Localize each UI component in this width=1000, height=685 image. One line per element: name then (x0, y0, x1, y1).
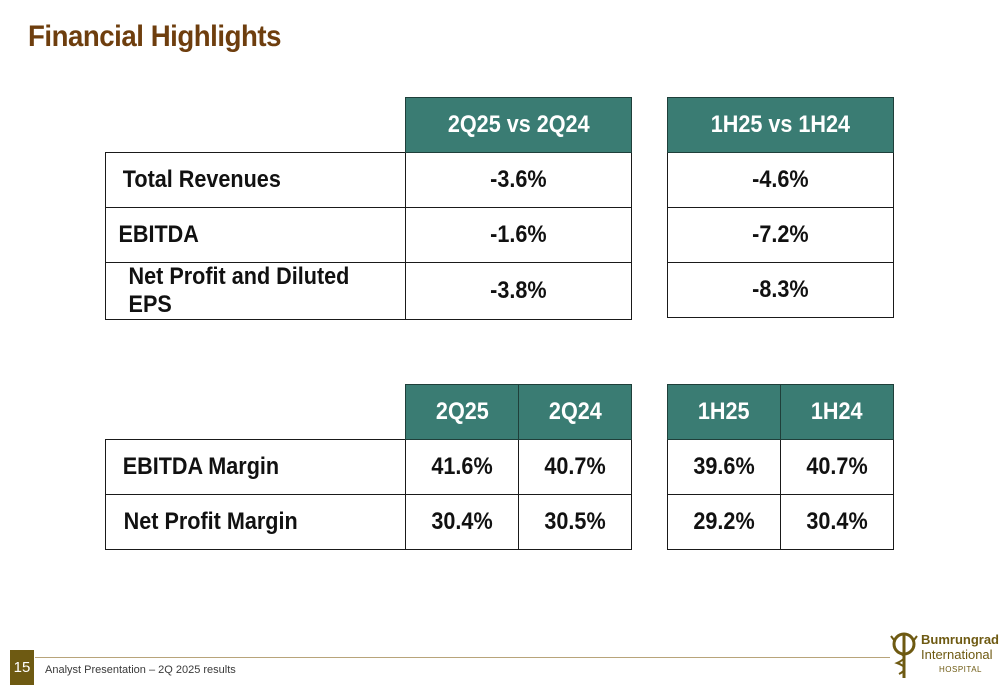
header-row: 2Q25 2Q24 (106, 384, 632, 440)
logo-text: HOSPITAL (939, 665, 982, 674)
table-row: EBITDA -1.6% (105, 207, 632, 263)
value-cell: 29.2% (667, 494, 781, 550)
footer-caption: Analyst Presentation – 2Q 2025 results (45, 664, 236, 676)
row-label: Total Revenues (105, 152, 406, 208)
header-spacer (106, 385, 406, 440)
row-label: EBITDA Margin (105, 439, 406, 495)
value-cell: -1.6% (405, 207, 632, 263)
table-row: 29.2% 30.4% (667, 494, 894, 550)
row-label: Net Profit Margin (105, 494, 406, 550)
table-row: Net Profit and Diluted EPS -3.8% (105, 262, 632, 320)
value-cell: 30.4% (780, 494, 894, 550)
value-cell: 40.7% (518, 439, 632, 495)
table-row: -8.3% (667, 262, 894, 318)
header-spacer (106, 98, 406, 153)
column-header: 1H24 (780, 384, 894, 440)
row-label: Net Profit and Diluted EPS (105, 262, 406, 320)
growth-table-half: 1H25 vs 1H24 -4.6% -7.2% -8.3% (667, 97, 894, 318)
page-title: Financial Highlights (28, 20, 282, 53)
margin-table-half: 1H25 1H24 39.6% 40.7% 29.2% 30.4% (667, 384, 894, 550)
footer-divider (35, 657, 890, 658)
value-cell: 30.5% (518, 494, 632, 550)
page-number: 15 (10, 650, 34, 685)
value-cell: -3.8% (405, 262, 632, 320)
growth-table-quarter: 2Q25 vs 2Q24 Total Revenues -3.6% EBITDA… (105, 97, 632, 320)
column-header: 1H25 vs 1H24 (667, 97, 894, 153)
logo-text: Bumrungrad (921, 632, 999, 647)
value-cell: -3.6% (405, 152, 632, 208)
header-row: 1H25 vs 1H24 (667, 97, 894, 153)
value-cell: 40.7% (780, 439, 894, 495)
header-row: 1H25 1H24 (667, 384, 894, 440)
value-cell: 39.6% (667, 439, 781, 495)
table-row: EBITDA Margin 41.6% 40.7% (105, 439, 632, 495)
table-row: Net Profit Margin 30.4% 30.5% (105, 494, 632, 550)
table-row: -7.2% (667, 207, 894, 263)
value-cell: 30.4% (405, 494, 519, 550)
header-row: 2Q25 vs 2Q24 (106, 97, 632, 153)
column-header: 2Q24 (518, 384, 632, 440)
logo-text: International (921, 647, 993, 662)
table-row: -4.6% (667, 152, 894, 208)
hospital-logo: Bumrungrad International HOSPITAL (889, 628, 999, 683)
caduceus-icon (890, 632, 918, 678)
column-header: 2Q25 vs 2Q24 (405, 97, 632, 153)
value-cell: -7.2% (667, 207, 894, 263)
table-row: 39.6% 40.7% (667, 439, 894, 495)
value-cell: -4.6% (667, 152, 894, 208)
value-cell: -8.3% (667, 262, 894, 318)
table-row: Total Revenues -3.6% (105, 152, 632, 208)
margin-table-quarter: 2Q25 2Q24 EBITDA Margin 41.6% 40.7% Net … (105, 384, 632, 550)
value-cell: 41.6% (405, 439, 519, 495)
row-label: EBITDA (105, 207, 406, 263)
column-header: 2Q25 (405, 384, 519, 440)
column-header: 1H25 (667, 384, 781, 440)
